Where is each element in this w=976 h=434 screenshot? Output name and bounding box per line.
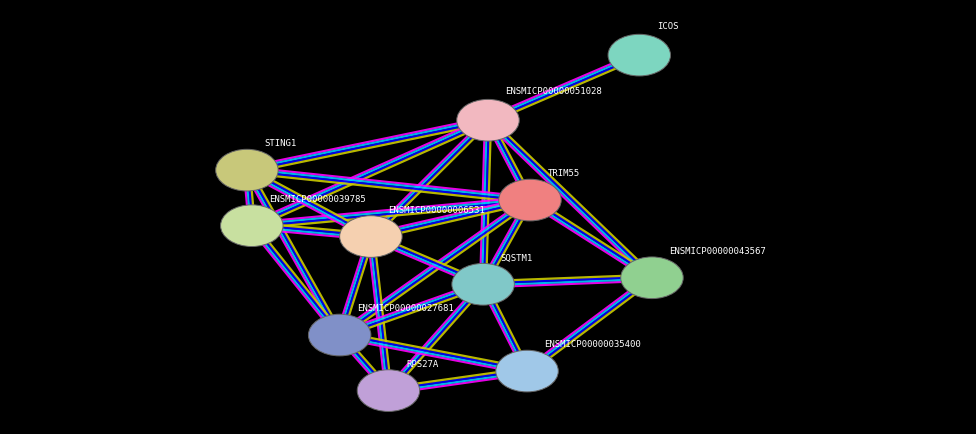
Ellipse shape (221, 205, 283, 247)
Ellipse shape (340, 216, 402, 257)
Text: RPS27A: RPS27A (406, 360, 438, 369)
Text: ENSMICP00000039785: ENSMICP00000039785 (269, 195, 366, 204)
Ellipse shape (308, 314, 371, 356)
Ellipse shape (496, 350, 558, 392)
Ellipse shape (357, 370, 420, 411)
Ellipse shape (499, 179, 561, 221)
Ellipse shape (452, 263, 514, 305)
Ellipse shape (457, 99, 519, 141)
Text: ENSMICP00000051028: ENSMICP00000051028 (506, 87, 602, 96)
Text: ENSMICP00000035400: ENSMICP00000035400 (545, 340, 641, 349)
Text: TRIM55: TRIM55 (548, 169, 580, 178)
Ellipse shape (608, 34, 671, 76)
Text: ENSMICP00000006531: ENSMICP00000006531 (388, 206, 485, 215)
Text: ENSMICP00000027681: ENSMICP00000027681 (357, 304, 454, 313)
Ellipse shape (621, 257, 683, 299)
Text: ENSMICP00000043567: ENSMICP00000043567 (670, 247, 766, 256)
Text: STING1: STING1 (264, 139, 297, 148)
Ellipse shape (216, 149, 278, 191)
Text: ICOS: ICOS (657, 22, 678, 31)
Text: SQSTM1: SQSTM1 (501, 253, 533, 263)
